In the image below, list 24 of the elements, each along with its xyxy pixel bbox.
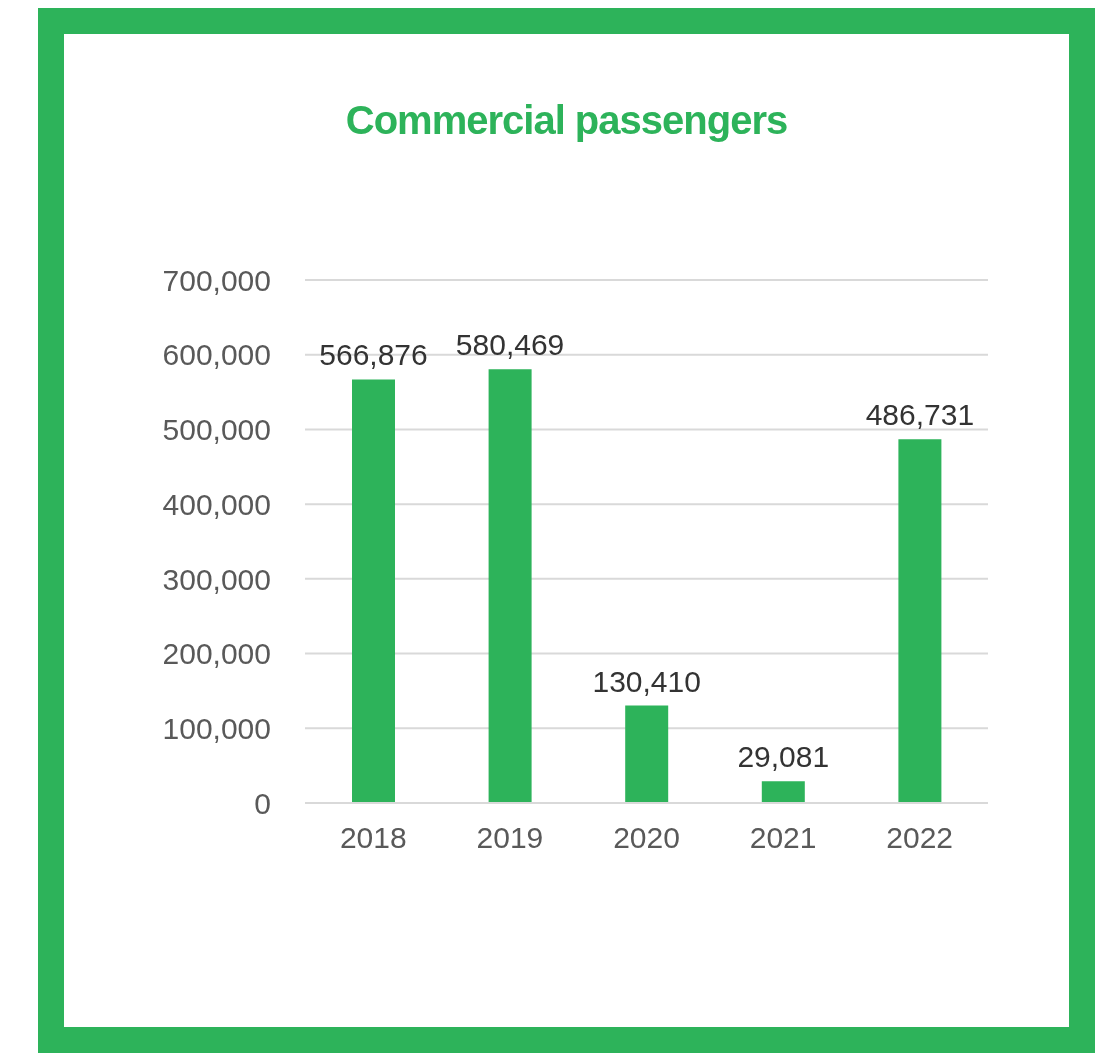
x-tick-label: 2022 [886,821,954,855]
bar [352,379,395,803]
bar [488,369,532,803]
y-tick-label: 500,000 [162,413,271,447]
y-tick-label: 600,000 [162,338,271,372]
bar [625,705,669,803]
y-tick-label: 400,000 [162,487,271,521]
bar [761,781,805,803]
data-label: 486,731 [865,398,975,432]
y-tick-label: 300,000 [162,562,271,596]
data-label: 29,081 [737,740,830,774]
chart-title: Commercial passengers [344,98,789,143]
y-tick-label: 200,000 [162,637,271,671]
x-tick-label: 2021 [749,821,817,855]
x-tick-label: 2019 [476,821,544,855]
y-tick-label: 100,000 [162,711,271,745]
bar [898,439,942,803]
y-tick-label: 700,000 [162,263,271,297]
data-label: 580,469 [455,328,565,362]
x-tick-label: 2020 [613,821,680,855]
data-label: 566,876 [319,338,428,372]
y-tick-label: 0 [254,786,271,820]
data-label: 130,410 [592,664,701,698]
x-tick-label: 2018 [339,821,407,855]
